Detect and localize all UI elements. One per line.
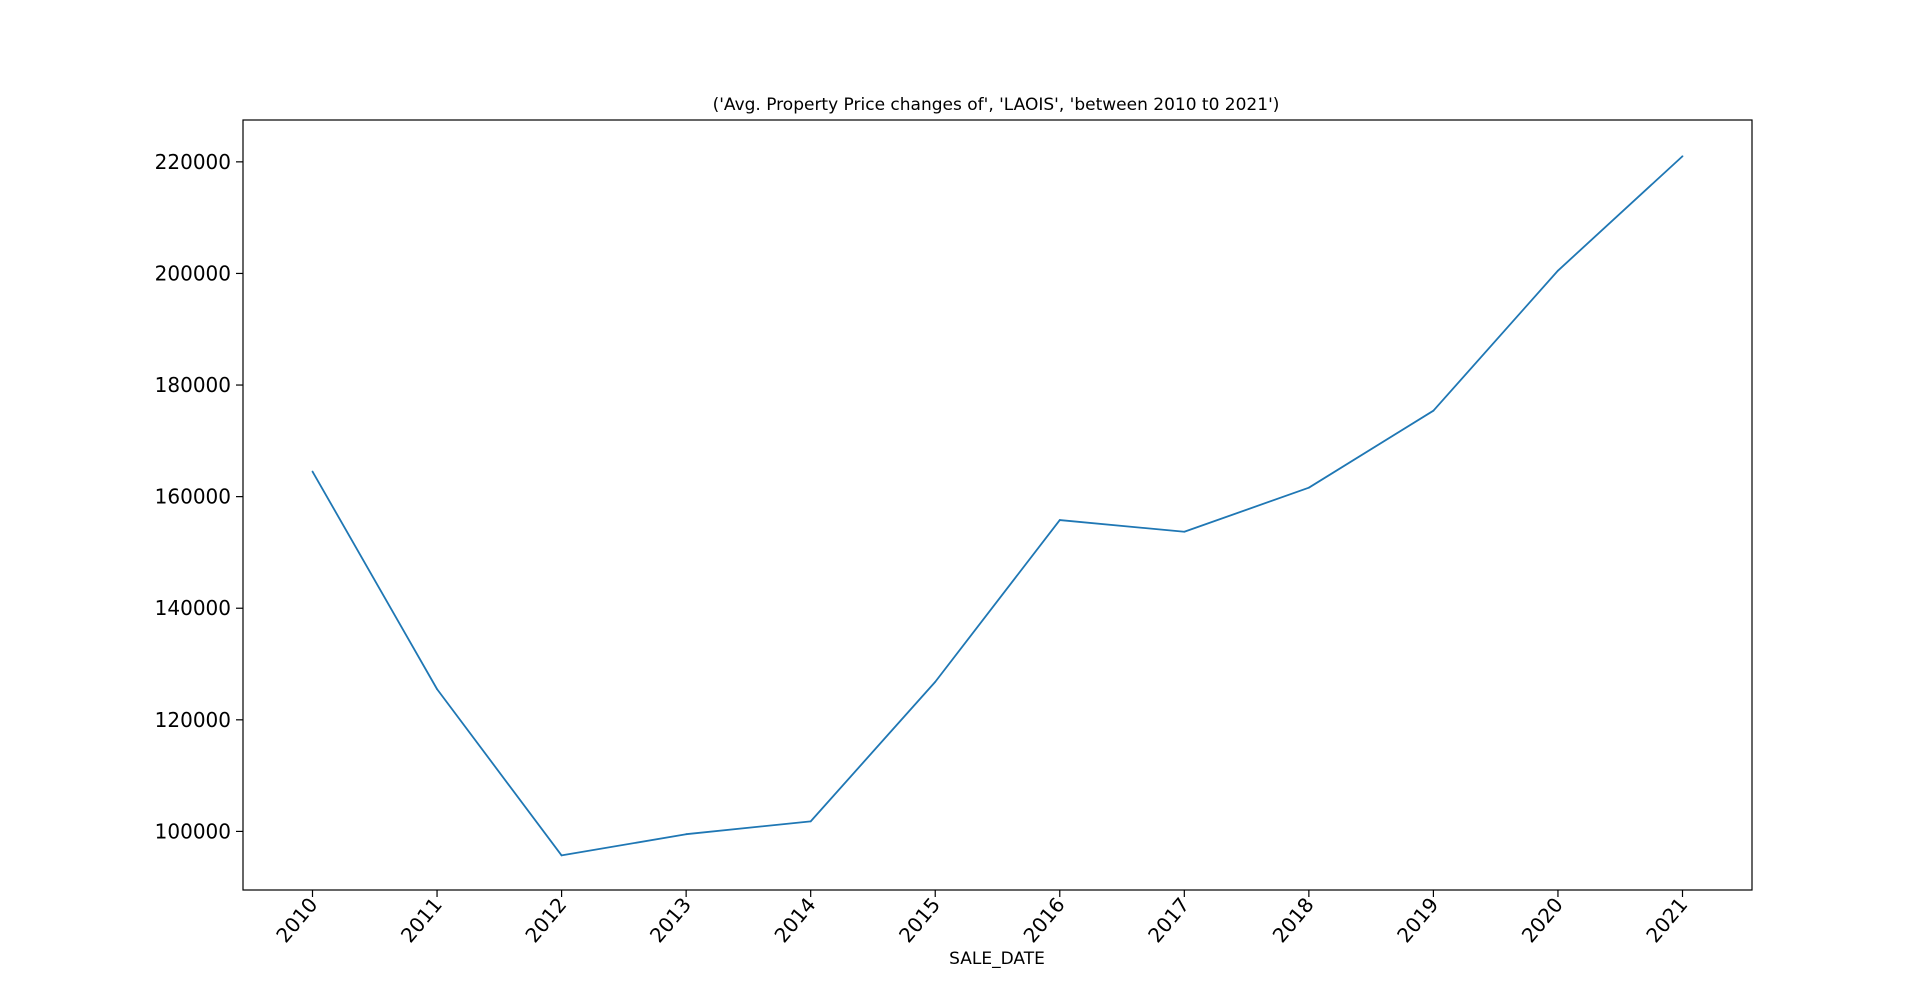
x-tick-label: 2019: [1392, 893, 1443, 947]
x-tick-label: 2013: [645, 893, 696, 947]
y-tick-label: 120000: [155, 708, 231, 732]
plot-frame: [242, 119, 1753, 891]
data-point: [809, 820, 812, 823]
chart-title: ('Avg. Property Price changes of', 'LAOI…: [713, 95, 1280, 115]
data-point: [311, 470, 314, 473]
x-tick-label: 2010: [271, 893, 322, 947]
x-tick-label: 2014: [769, 893, 820, 947]
x-tick-label: 2016: [1018, 893, 1069, 947]
x-tick-label: 2021: [1641, 893, 1692, 947]
x-tick-label: 2020: [1517, 893, 1568, 947]
data-point: [1307, 486, 1310, 489]
y-tick-label: 200000: [155, 261, 231, 285]
y-tick-label: 180000: [155, 373, 231, 397]
data-point: [1681, 155, 1684, 158]
y-tick-label: 140000: [155, 596, 231, 620]
x-axis: 2010 2011 2012 2013 2014 2015 2016 2017 2018 2019…: [271, 890, 1692, 947]
y-axis: 100000 120000 140000 160000 180000 200000 2200…: [155, 150, 243, 843]
x-tick-label: 2015: [894, 893, 945, 947]
data-point: [1183, 530, 1186, 533]
x-tick-label: 2011: [396, 893, 447, 947]
data-point: [1557, 269, 1559, 272]
x-tick-label: 2012: [520, 893, 571, 947]
x-tick-label: 2017: [1143, 893, 1194, 947]
data-point: [1058, 519, 1061, 521]
x-tick-label: 2018: [1268, 893, 1319, 947]
y-tick-label: 220000: [155, 150, 231, 174]
data-point: [685, 833, 688, 836]
data-point: [436, 688, 438, 691]
data-point: [934, 680, 937, 683]
y-tick-label: 160000: [155, 485, 231, 509]
y-tick-label: 100000: [155, 819, 231, 843]
series-line: [311, 155, 1684, 857]
series-layer: [311, 155, 1684, 857]
data-point: [1432, 409, 1435, 412]
x-axis-label: SALE_DATE: [949, 949, 1045, 969]
data-point: [560, 854, 563, 857]
